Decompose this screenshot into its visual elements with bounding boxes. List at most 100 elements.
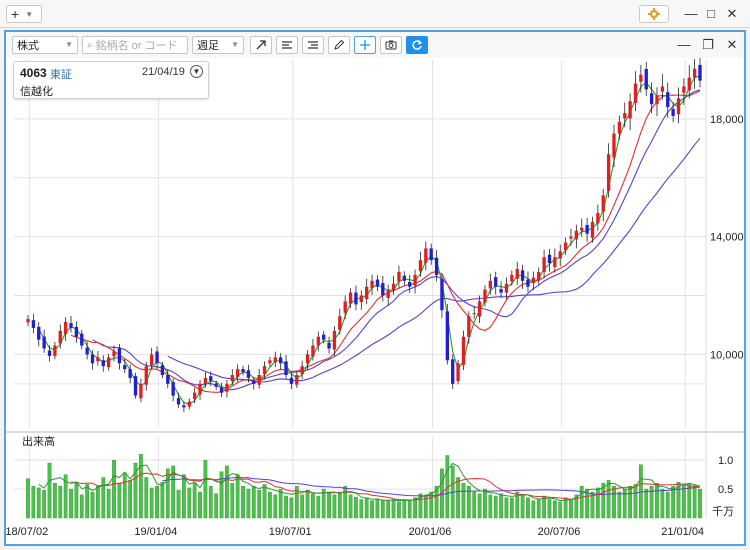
category-value: 株式 [17, 40, 39, 52]
volume-bar [219, 471, 224, 519]
panel-close-button[interactable]: ✕ [726, 37, 738, 52]
volume-bar [461, 483, 466, 519]
volume-axis: 1.0 0.5 [718, 455, 733, 496]
chart-panel: 株式 ▼ ⌕ 銘柄名 or コード 週足 ▼ [4, 30, 746, 546]
align-right-icon [308, 41, 318, 49]
candle-body [510, 274, 514, 282]
candle-body [606, 154, 611, 191]
candle-body [569, 236, 573, 239]
volume-bar [117, 483, 122, 519]
refresh-button[interactable] [406, 36, 428, 54]
pencil-icon [334, 39, 345, 50]
volume-bar [300, 494, 305, 519]
trendline-tool-button[interactable] [250, 36, 272, 54]
crosshair-tool-button[interactable] [354, 36, 376, 54]
chevron-down-icon: ▼ [65, 40, 73, 49]
volume-bar [316, 495, 321, 519]
candle-body [682, 86, 686, 93]
candle-body [305, 354, 310, 364]
candle-body [246, 370, 251, 378]
volume-bar [165, 468, 170, 519]
panel-minimize-button[interactable]: — [677, 37, 691, 52]
align-left-tool-button[interactable] [276, 36, 298, 54]
candle-body [96, 357, 100, 362]
window-close-button[interactable]: ✕ [726, 6, 738, 21]
settings-button[interactable] [639, 5, 669, 23]
candle-body [332, 330, 337, 350]
candle-body [424, 248, 428, 263]
date-axis: 18/07/02 19/01/04 19/07/01 20/01/06 20/07/06… [6, 526, 704, 538]
candle-body [488, 280, 493, 289]
price-tick-label: 14,000 [710, 232, 744, 244]
candle-body [671, 108, 675, 116]
volume-bar [343, 485, 348, 519]
candle-body [117, 348, 122, 364]
volume-bar [47, 462, 52, 519]
volume-bar [547, 499, 552, 519]
volume-bar [262, 484, 267, 519]
panel-restore-button[interactable]: ❐ [702, 37, 714, 52]
new-window-button[interactable]: + ▼ [6, 5, 42, 23]
category-select[interactable]: 株式 ▼ [12, 36, 78, 54]
candle-body [219, 387, 224, 393]
candle-body [214, 383, 218, 387]
date-tick-label: 20/07/06 [538, 526, 581, 538]
candle-body [687, 77, 691, 91]
candle-body [676, 98, 681, 115]
candle-body [397, 271, 401, 282]
period-value: 週足 [197, 40, 219, 52]
candle-body [381, 283, 385, 296]
candle-body [418, 260, 423, 272]
volume-bar [638, 464, 643, 519]
candle-body [209, 376, 213, 381]
candle-body [623, 112, 627, 119]
candle-body [585, 225, 589, 234]
volume-bar [606, 480, 611, 519]
volume-bar [203, 459, 208, 519]
volume-bar [493, 495, 498, 519]
date-tick-label: 19/07/01 [269, 526, 312, 538]
candle-body [558, 251, 562, 259]
candle-body [413, 274, 417, 286]
candle-body [300, 366, 304, 375]
draw-tool-button[interactable] [328, 36, 350, 54]
candle-body [461, 336, 466, 366]
volume-bar [139, 454, 143, 519]
volume-bar [36, 487, 41, 519]
candle-body [139, 383, 143, 399]
chevron-down-icon[interactable]: ▼ [190, 65, 203, 78]
candle-body [80, 333, 84, 346]
window-maximize-button[interactable]: □ [707, 6, 715, 21]
search-input[interactable]: ⌕ 銘柄名 or コード [82, 36, 188, 54]
candle-body [354, 292, 358, 305]
candle-body [241, 369, 245, 373]
volume-bar [69, 488, 73, 519]
candle-body [316, 336, 320, 346]
crosshair-icon [360, 40, 370, 50]
volume-bar [96, 485, 100, 519]
volume-bar [214, 493, 219, 519]
chevron-down-icon: ▼ [231, 40, 239, 49]
candle-body [617, 121, 622, 134]
candle-body [537, 271, 541, 281]
price-chart[interactable]: 10,000 14,000 18,000 出来高 1.0 0.5 千万 18/07/0… [6, 32, 744, 544]
symbol-info-box[interactable]: 4063 東証 21/04/19 ▼ 信越化 [13, 61, 209, 99]
period-select[interactable]: 週足 ▼ [192, 36, 244, 54]
candle-body [230, 375, 234, 382]
volume-bar [289, 497, 294, 519]
volume-bar [585, 488, 589, 519]
volume-bar [79, 494, 84, 519]
moving-average-lines [38, 75, 701, 406]
candle-body [289, 377, 294, 384]
align-right-tool-button[interactable] [302, 36, 324, 54]
volume-bar [531, 500, 536, 519]
volume-bar [332, 494, 337, 519]
candle-body [295, 375, 299, 385]
candle-body [386, 289, 390, 298]
window-minimize-button[interactable]: — [684, 6, 698, 21]
volume-bar [359, 499, 364, 519]
volume-bar [305, 490, 310, 519]
candle-body [375, 279, 380, 287]
screenshot-button[interactable] [380, 36, 402, 54]
candle-body [106, 357, 111, 368]
